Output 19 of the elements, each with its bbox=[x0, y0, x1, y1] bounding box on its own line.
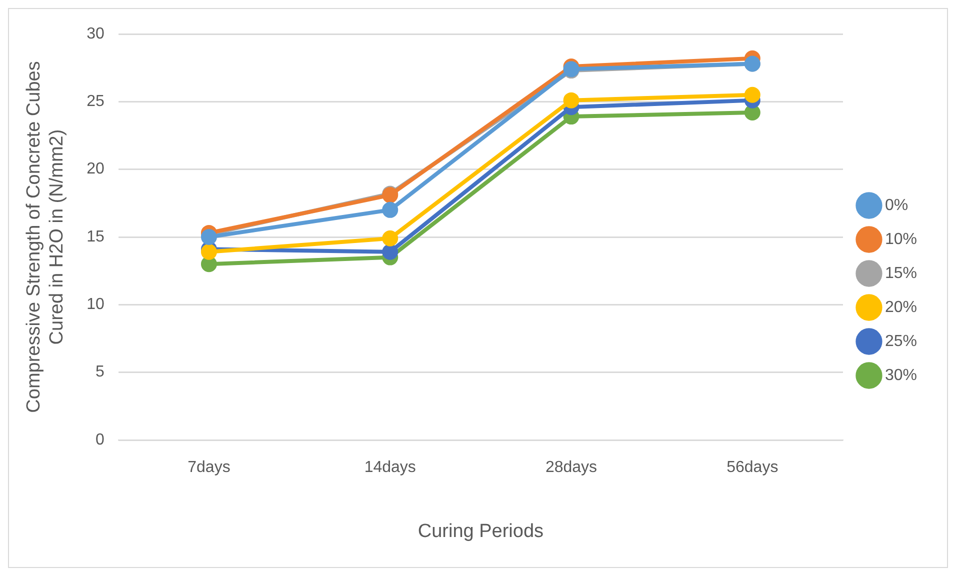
y-tick-label: 20 bbox=[86, 160, 104, 178]
legend-label: 30% bbox=[884, 366, 918, 384]
y-tick-label: 25 bbox=[86, 93, 104, 110]
x-tick-label: 56days bbox=[726, 459, 778, 476]
x-tick-label: 14days bbox=[364, 459, 416, 476]
y-tick-label: 30 bbox=[86, 25, 104, 42]
y-tick-label: 5 bbox=[95, 364, 104, 381]
x-tick-label: 28days bbox=[545, 459, 598, 476]
legend-label: 0% bbox=[884, 196, 908, 214]
y-tick-label: 15 bbox=[86, 228, 104, 246]
legend-label: 15% bbox=[884, 264, 918, 282]
legend-label: 25% bbox=[884, 332, 918, 350]
legend-label: 10% bbox=[884, 230, 918, 248]
y-tick-label: 10 bbox=[86, 296, 104, 314]
legend-label: 20% bbox=[884, 298, 918, 316]
y-axis-title: Compressive Strength of Concrete Cubes Cured in H2O in (N/mm2) bbox=[24, 61, 68, 413]
y-tick-label: 0 bbox=[95, 431, 104, 448]
x-tick-label: 7days bbox=[188, 459, 230, 476]
x-axis-title: Curing Periods bbox=[418, 520, 544, 542]
